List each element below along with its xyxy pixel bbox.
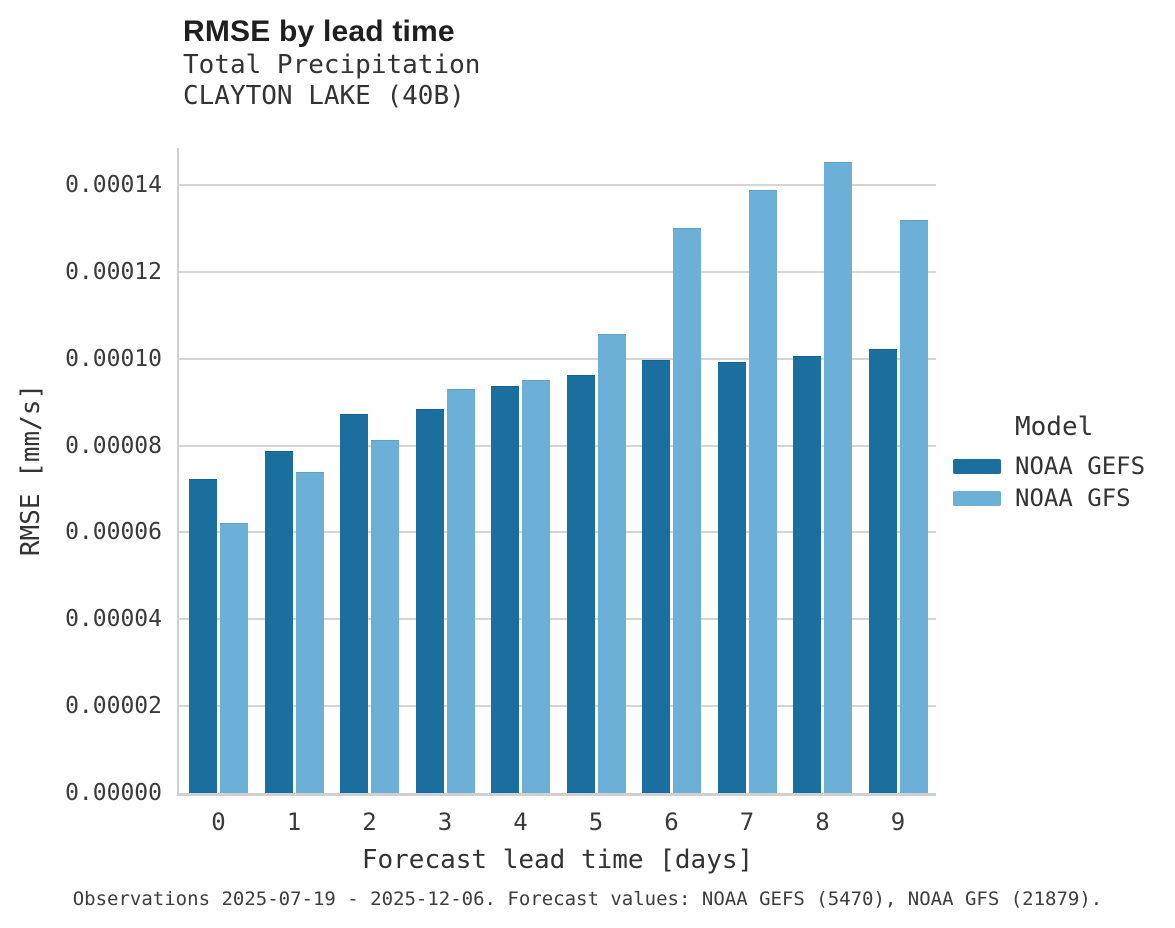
bar-noaa-gefs-day-3 xyxy=(415,409,444,793)
x-tick-label-9: 9 xyxy=(890,808,906,836)
x-tick-label-2: 2 xyxy=(362,808,377,836)
x-axis-spine xyxy=(177,793,936,796)
bar-group-day-9 xyxy=(868,220,928,793)
bar-noaa-gefs-day-8 xyxy=(793,356,821,793)
bar-noaa-gefs-day-7 xyxy=(717,361,746,793)
y-tick-label-0.00010: 0.00010 xyxy=(65,345,162,372)
bar-noaa-gfs-day-6 xyxy=(673,227,701,793)
y-gridline-0.00014 xyxy=(179,184,936,187)
bar-noaa-gefs-day-4 xyxy=(491,386,519,793)
bar-noaa-gfs-day-1 xyxy=(295,471,324,793)
legend-swatch-noaa-gefs xyxy=(953,458,1001,474)
bar-noaa-gefs-day-0 xyxy=(189,478,217,793)
bar-noaa-gefs-day-1 xyxy=(264,451,293,793)
title-block: RMSE by lead time Total Precipitation CL… xyxy=(183,14,480,112)
bar-noaa-gfs-day-2 xyxy=(371,440,399,793)
footnote: Observations 2025-07-19 - 2025-12-06. Fo… xyxy=(72,888,1103,910)
bar-noaa-gefs-day-9 xyxy=(868,349,897,793)
bar-group-day-1 xyxy=(264,451,324,793)
bar-noaa-gefs-day-2 xyxy=(340,413,368,793)
y-tick-label-0.00014: 0.00014 xyxy=(65,172,162,199)
legend-item-noaa-gefs: NOAA GEFS xyxy=(953,450,1145,482)
legend-item-noaa-gfs: NOAA GFS xyxy=(953,482,1145,514)
bar-group-day-4 xyxy=(491,379,550,793)
bar-noaa-gfs-day-5 xyxy=(597,334,626,793)
bar-noaa-gfs-day-8 xyxy=(824,161,852,793)
y-gridline-0.00002 xyxy=(179,705,936,708)
x-tick-label-0: 0 xyxy=(211,808,226,836)
legend-title: Model xyxy=(1015,412,1094,442)
y-gridline-0.00012 xyxy=(179,270,936,273)
bar-group-day-0 xyxy=(189,478,248,793)
y-tick-labels: 0.00000 0.00002 0.00004 0.00006 0.00008 0.000… xyxy=(0,148,162,805)
y-axis-spine xyxy=(177,148,179,793)
y-gridline-0.00006 xyxy=(179,531,936,534)
bar-group-day-2 xyxy=(340,413,399,793)
legend-label-noaa-gefs: NOAA GEFS xyxy=(1015,452,1146,480)
y-tick-label-0.00012: 0.00012 xyxy=(65,258,162,285)
x-tick-label-6: 6 xyxy=(664,808,679,836)
x-tick-label-5: 5 xyxy=(588,808,604,836)
bar-noaa-gefs-day-6 xyxy=(642,359,670,793)
y-tick-label-0.00006: 0.00006 xyxy=(65,519,162,546)
legend: Model NOAA GEFS NOAA GFS xyxy=(953,412,1145,514)
chart-title: RMSE by lead time xyxy=(183,15,455,48)
bar-group-day-7 xyxy=(717,189,777,793)
x-tick-label-8: 8 xyxy=(815,808,830,836)
y-gridline-0.00004 xyxy=(179,618,936,621)
bar-noaa-gfs-day-3 xyxy=(446,388,475,793)
x-tick-label-7: 7 xyxy=(739,808,755,836)
bar-group-day-5 xyxy=(566,334,626,793)
bar-noaa-gfs-day-0 xyxy=(220,522,248,793)
plot-area: 0 1 2 3 4 5 6 7 8 9 xyxy=(177,148,936,836)
x-tick-label-4: 4 xyxy=(513,808,528,836)
bar-noaa-gfs-day-9 xyxy=(899,220,928,793)
y-gridline-0.00008 xyxy=(179,444,936,447)
bar-noaa-gfs-day-7 xyxy=(748,189,777,793)
bar-group-day-8 xyxy=(793,161,852,793)
x-tick-label-1: 1 xyxy=(286,808,302,836)
x-tick-label-3: 3 xyxy=(437,808,453,836)
bar-noaa-gfs-day-4 xyxy=(522,379,550,793)
y-tick-label-0.00004: 0.00004 xyxy=(65,606,162,633)
chart-subtitle-station: CLAYTON LAKE (40B) xyxy=(183,81,465,111)
y-tick-label-0.00008: 0.00008 xyxy=(65,432,162,459)
y-tick-label-0.00002: 0.00002 xyxy=(65,693,162,720)
chart-subtitle-variable: Total Precipitation xyxy=(183,50,481,80)
legend-swatch-noaa-gfs xyxy=(953,490,1001,506)
bar-group-day-6 xyxy=(642,227,701,793)
y-gridline-0.00010 xyxy=(179,357,936,360)
legend-label-noaa-gfs: NOAA GFS xyxy=(1015,484,1131,512)
x-axis-label: Forecast lead time [days] xyxy=(361,845,754,875)
bar-group-day-3 xyxy=(415,388,475,793)
bar-noaa-gefs-day-5 xyxy=(566,374,595,793)
y-tick-label-0.00000: 0.00000 xyxy=(65,780,162,806)
